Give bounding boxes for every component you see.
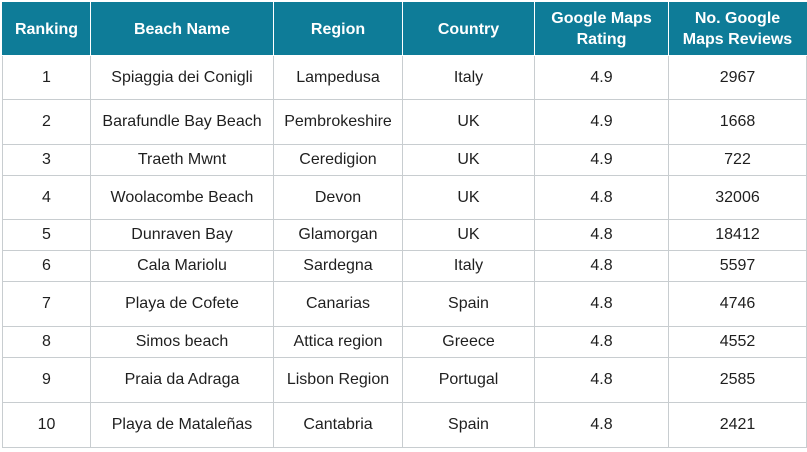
cell-beach-name: Playa de Mataleñas <box>90 402 274 448</box>
cell-reviews: 5597 <box>668 250 807 282</box>
table-row: 3 Traeth Mwnt Ceredigion UK 4.9 722 <box>2 144 807 176</box>
cell-ranking: 7 <box>2 281 91 327</box>
cell-reviews: 2421 <box>668 402 807 448</box>
cell-beach-name: Playa de Cofete <box>90 281 274 327</box>
cell-region: Ceredigion <box>273 144 403 176</box>
cell-ranking: 1 <box>2 55 91 100</box>
cell-rating: 4.8 <box>534 281 669 327</box>
table-row: 8 Simos beach Attica region Greece 4.8 4… <box>2 326 807 358</box>
cell-region: Sardegna <box>273 250 403 282</box>
cell-beach-name: Simos beach <box>90 326 274 358</box>
header-region: Region <box>273 2 403 56</box>
cell-beach-name: Traeth Mwnt <box>90 144 274 176</box>
cell-ranking: 5 <box>2 219 91 251</box>
cell-beach-name: Cala Mariolu <box>90 250 274 282</box>
cell-country: UK <box>402 175 535 220</box>
cell-region: Canarias <box>273 281 403 327</box>
cell-country: Greece <box>402 326 535 358</box>
cell-reviews: 2585 <box>668 357 807 403</box>
cell-country: Italy <box>402 55 535 100</box>
cell-reviews: 722 <box>668 144 807 176</box>
cell-ranking: 10 <box>2 402 91 448</box>
cell-ranking: 9 <box>2 357 91 403</box>
table-row: 6 Cala Mariolu Sardegna Italy 4.8 5597 <box>2 250 807 282</box>
cell-rating: 4.8 <box>534 357 669 403</box>
header-beach-name: Beach Name <box>90 2 274 56</box>
cell-rating: 4.9 <box>534 55 669 100</box>
table-row: 4 Woolacombe Beach Devon UK 4.8 32006 <box>2 175 807 220</box>
cell-rating: 4.8 <box>534 326 669 358</box>
cell-country: UK <box>402 219 535 251</box>
cell-rating: 4.8 <box>534 219 669 251</box>
cell-reviews: 1668 <box>668 99 807 145</box>
cell-rating: 4.8 <box>534 250 669 282</box>
cell-country: Portugal <box>402 357 535 403</box>
cell-country: Spain <box>402 402 535 448</box>
cell-ranking: 3 <box>2 144 91 176</box>
table-row: 1 Spiaggia dei Conigli Lampedusa Italy 4… <box>2 55 807 100</box>
cell-region: Cantabria <box>273 402 403 448</box>
cell-reviews: 4746 <box>668 281 807 327</box>
cell-region: Lampedusa <box>273 55 403 100</box>
table-row: 2 Barafundle Bay Beach Pembrokeshire UK … <box>2 99 807 145</box>
table-row: 7 Playa de Cofete Canarias Spain 4.8 474… <box>2 281 807 327</box>
cell-reviews: 32006 <box>668 175 807 220</box>
cell-country: Spain <box>402 281 535 327</box>
cell-country: Italy <box>402 250 535 282</box>
cell-beach-name: Woolacombe Beach <box>90 175 274 220</box>
header-row: Ranking Beach Name Region Country Google… <box>2 2 807 56</box>
header-ranking: Ranking <box>2 2 91 56</box>
cell-reviews: 4552 <box>668 326 807 358</box>
cell-beach-name: Dunraven Bay <box>90 219 274 251</box>
cell-region: Attica region <box>273 326 403 358</box>
cell-region: Devon <box>273 175 403 220</box>
cell-rating: 4.9 <box>534 144 669 176</box>
cell-region: Lisbon Region <box>273 357 403 403</box>
cell-country: UK <box>402 144 535 176</box>
table-row: 10 Playa de Mataleñas Cantabria Spain 4.… <box>2 402 807 448</box>
cell-beach-name: Barafundle Bay Beach <box>90 99 274 145</box>
cell-ranking: 4 <box>2 175 91 220</box>
cell-reviews: 18412 <box>668 219 807 251</box>
table-row: 9 Praia da Adraga Lisbon Region Portugal… <box>2 357 807 403</box>
cell-region: Pembrokeshire <box>273 99 403 145</box>
cell-beach-name: Praia da Adraga <box>90 357 274 403</box>
header-google-maps-reviews: No. Google Maps Reviews <box>668 2 807 56</box>
table-row: 5 Dunraven Bay Glamorgan UK 4.8 18412 <box>2 219 807 251</box>
cell-ranking: 8 <box>2 326 91 358</box>
cell-rating: 4.8 <box>534 402 669 448</box>
table-body: 1 Spiaggia dei Conigli Lampedusa Italy 4… <box>2 55 807 448</box>
cell-rating: 4.9 <box>534 99 669 145</box>
header-country: Country <box>402 2 535 56</box>
cell-region: Glamorgan <box>273 219 403 251</box>
cell-rating: 4.8 <box>534 175 669 220</box>
cell-country: UK <box>402 99 535 145</box>
cell-beach-name: Spiaggia dei Conigli <box>90 55 274 100</box>
cell-reviews: 2967 <box>668 55 807 100</box>
cell-ranking: 6 <box>2 250 91 282</box>
cell-ranking: 2 <box>2 99 91 145</box>
header-google-maps-rating: Google Maps Rating <box>534 2 669 56</box>
table-header: Ranking Beach Name Region Country Google… <box>2 2 807 56</box>
